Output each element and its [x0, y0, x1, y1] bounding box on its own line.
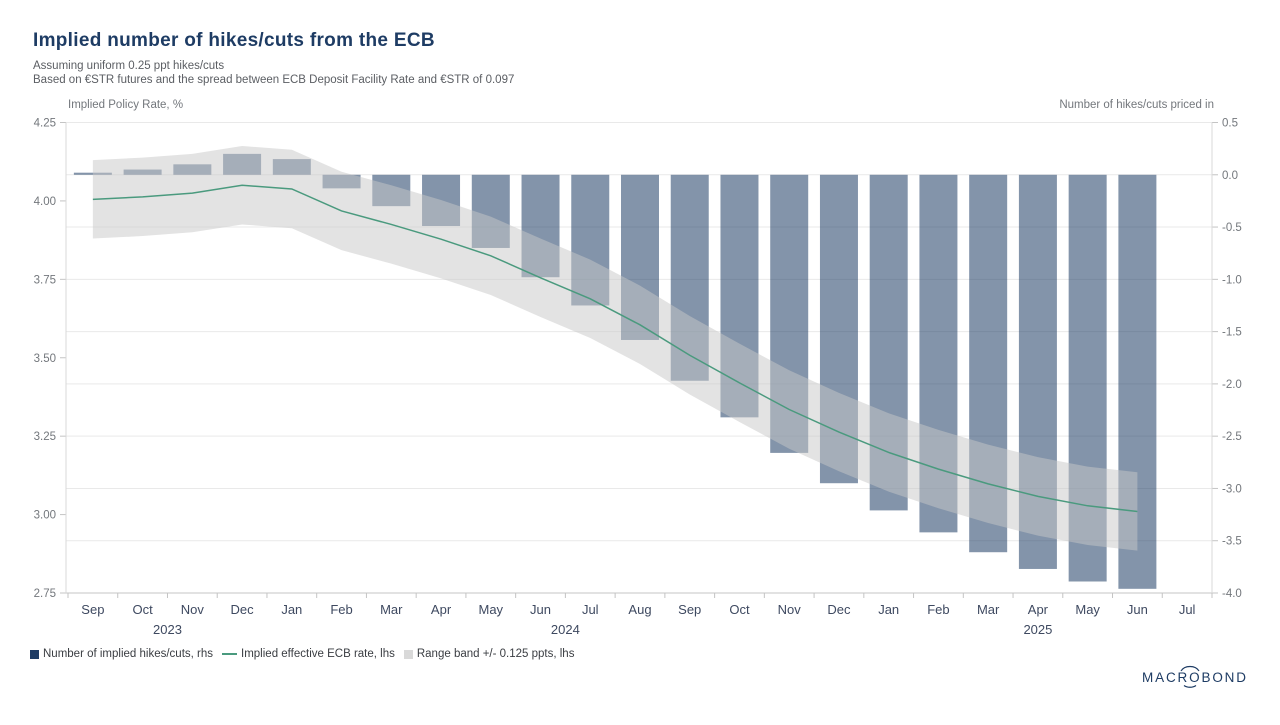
right-axis-tick-label: -3.5	[1222, 536, 1242, 548]
chart-title: Implied number of hikes/cuts from the EC…	[33, 30, 435, 51]
left-axis-tick-label: 3.25	[34, 431, 56, 443]
macrobond-logo: MACROBOND	[1142, 665, 1254, 694]
x-axis-month-label: Jul	[1179, 602, 1196, 617]
logo-arc-top	[1180, 665, 1200, 672]
right-axis-title: Number of hikes/cuts priced in	[1059, 99, 1214, 111]
x-axis-month-label: Jan	[281, 602, 302, 617]
left-axis-tick-label: 4.25	[34, 118, 56, 130]
range-band	[92, 146, 1138, 551]
macrobond-wordmark: MACROBOND	[1142, 670, 1248, 685]
left-axis-tick-label: 4.00	[34, 196, 56, 208]
macrobond-logo-graphic: MACROBOND	[1142, 665, 1248, 688]
x-axis-month-label: Feb	[330, 602, 352, 617]
right-axis-tick-label: -2.0	[1222, 379, 1242, 391]
line-series-swatch-icon	[222, 653, 238, 655]
right-axis-tick-label: -4.0	[1222, 588, 1242, 600]
right-axis-tick-label: -1.0	[1222, 274, 1242, 286]
x-axis-month-label: Nov	[778, 602, 802, 617]
right-axis-tick-label: -1.5	[1222, 327, 1242, 339]
left-axis-tick-label: 3.50	[34, 353, 56, 365]
x-axis-year-label: 2024	[551, 622, 580, 637]
logo-arc-bottom	[1183, 684, 1197, 688]
right-axis-tick-label: -0.5	[1222, 222, 1242, 234]
x-axis-month-label: Dec	[231, 602, 255, 617]
x-axis-month-label: Jan	[878, 602, 899, 617]
chart-legend: Number of implied hikes/cuts, rhs Implie…	[30, 648, 583, 660]
band-series-swatch-icon	[403, 649, 413, 659]
x-axis-month-label: Aug	[628, 602, 651, 617]
legend-label-band: Range band +/- 0.125 ppts, lhs	[416, 648, 575, 660]
x-axis-month-label: Feb	[927, 602, 949, 617]
chart-subtitle-line1: Assuming uniform 0.25 ppt hikes/cuts	[33, 60, 225, 72]
x-axis-month-label: Oct	[132, 602, 153, 617]
x-axis-month-label: May	[1075, 602, 1100, 617]
legend-item-band: Range band +/- 0.125 ppts, lhs	[403, 648, 575, 660]
x-axis-month-label: Apr	[431, 602, 452, 617]
bar-series-swatch-icon	[30, 649, 39, 659]
legend-item-hikes: Number of implied hikes/cuts, rhs	[30, 648, 213, 660]
chart-header: Implied number of hikes/cuts from the EC…	[33, 30, 514, 87]
right-axis-tick-label: 0.0	[1222, 170, 1238, 182]
x-axis-month-label: Apr	[1028, 602, 1049, 617]
x-axis-month-label: Jul	[582, 602, 599, 617]
legend-item-rate: Implied effective ECB rate, lhs	[222, 648, 395, 660]
legend-label-hikes: Number of implied hikes/cuts, rhs	[43, 648, 214, 660]
left-axis-tick-label: 2.75	[34, 588, 56, 600]
x-axis-year-label: 2023	[153, 622, 182, 637]
left-axis-tick-label: 3.75	[34, 274, 56, 286]
x-axis-month-label: Nov	[181, 602, 205, 617]
x-axis-month-label: Mar	[977, 602, 1000, 617]
chart-subtitle-line2: Based on €STR futures and the spread bet…	[33, 74, 515, 86]
x-axis-month-label: Sep	[81, 602, 104, 617]
x-axis-year-label: 2025	[1023, 622, 1052, 637]
x-axis-month-label: May	[479, 602, 504, 617]
right-axis-tick-label: -3.0	[1222, 483, 1242, 495]
x-axis-month-label: Sep	[678, 602, 701, 617]
x-axis-month-label: Mar	[380, 602, 403, 617]
x-axis-month-label: Oct	[729, 602, 750, 617]
left-axis-title: Implied Policy Rate, %	[68, 99, 183, 111]
left-axis-tick-label: 3.00	[34, 510, 56, 522]
legend-label-rate: Implied effective ECB rate, lhs	[241, 648, 395, 660]
x-axis-month-label: Dec	[827, 602, 851, 617]
x-axis-month-label: Jun	[1127, 602, 1148, 617]
x-axis-month-label: Jun	[530, 602, 551, 617]
right-axis-tick-label: -2.5	[1222, 431, 1242, 443]
right-axis-tick-label: 0.5	[1222, 118, 1238, 130]
rate-line	[92, 184, 1138, 513]
